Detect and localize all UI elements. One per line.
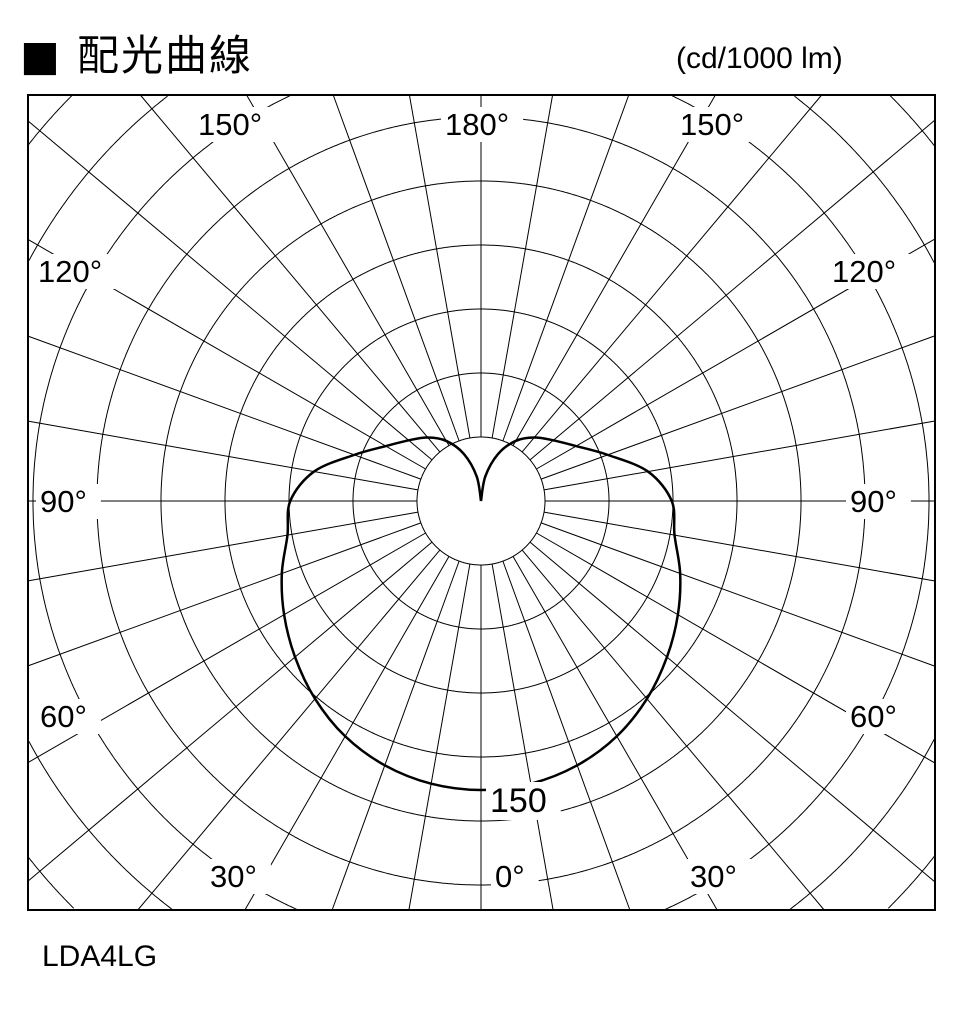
grid-spoke bbox=[27, 522, 422, 667]
grid-spoke bbox=[529, 541, 936, 883]
label-0: 0° bbox=[495, 859, 525, 894]
label-60-right: 60° bbox=[850, 699, 897, 734]
radial-label-150: 150 bbox=[490, 782, 547, 820]
label-backing bbox=[828, 254, 911, 289]
grid-spoke bbox=[521, 549, 825, 911]
grid-spoke bbox=[491, 94, 554, 439]
grid-spoke bbox=[139, 94, 441, 453]
label-backing bbox=[846, 484, 911, 519]
grid-spoke bbox=[408, 94, 471, 439]
grid-spoke bbox=[521, 94, 823, 453]
grid-spoke bbox=[512, 94, 716, 446]
label-backing bbox=[846, 699, 911, 734]
label-backing bbox=[194, 107, 277, 142]
chart-title: ■ 配光曲線 bbox=[20, 31, 254, 80]
grid-spoke bbox=[332, 94, 460, 442]
grid-spoke bbox=[529, 119, 936, 461]
label-backing bbox=[206, 859, 271, 894]
grid-spoke bbox=[27, 120, 433, 461]
model-label: LDA4LG bbox=[42, 940, 158, 973]
grid-spoke bbox=[27, 420, 419, 491]
grid-spoke bbox=[491, 563, 554, 911]
label-150-right: 150° bbox=[680, 107, 744, 142]
label-30-left: 30° bbox=[210, 859, 257, 894]
intensity-curve bbox=[280, 436, 682, 792]
label-backing bbox=[34, 254, 117, 289]
label-backing bbox=[676, 107, 759, 142]
label-backing bbox=[441, 107, 524, 142]
grid-ring bbox=[28, 95, 936, 909]
intensity-curve-group bbox=[280, 436, 682, 792]
grid-spoke bbox=[502, 94, 630, 442]
polar-grid bbox=[27, 94, 936, 911]
label-backing bbox=[686, 859, 751, 894]
grid-spoke bbox=[137, 549, 441, 911]
label-60-left: 60° bbox=[40, 699, 87, 734]
grid-spoke bbox=[244, 556, 450, 911]
label-150-left: 150° bbox=[198, 107, 262, 142]
grid-spoke bbox=[543, 511, 936, 582]
label-backing bbox=[491, 859, 539, 894]
grid-ring bbox=[32, 95, 930, 910]
grid-spoke bbox=[331, 560, 460, 911]
label-90-left: 90° bbox=[40, 484, 87, 519]
grid-spoke bbox=[27, 541, 433, 882]
polar-chart: 150° 180° 150° 120° 120° 90° 90° 60° 60°… bbox=[27, 94, 936, 911]
grid-spoke bbox=[502, 560, 631, 911]
label-backing bbox=[486, 782, 561, 820]
grid-spoke bbox=[540, 522, 936, 667]
grid-spoke bbox=[512, 556, 718, 911]
label-90-right: 90° bbox=[850, 484, 897, 519]
label-120-right: 120° bbox=[832, 254, 896, 289]
label-backing bbox=[36, 484, 101, 519]
grid-spoke bbox=[27, 511, 419, 582]
unit-label: (cd/1000 lm) bbox=[676, 42, 843, 75]
label-180: 180° bbox=[445, 107, 509, 142]
plot-frame bbox=[27, 94, 936, 911]
grid-spoke bbox=[408, 563, 471, 911]
grid-spoke bbox=[246, 94, 450, 446]
grid-spoke bbox=[543, 420, 936, 491]
grid-spoke bbox=[540, 335, 936, 480]
label-30-right: 30° bbox=[690, 859, 737, 894]
label-120-left: 120° bbox=[38, 254, 102, 289]
grid-spoke bbox=[27, 335, 422, 480]
label-backing bbox=[36, 699, 101, 734]
angle-labels: 150° 180° 150° 120° 120° 90° 90° 60° 60°… bbox=[34, 107, 911, 894]
